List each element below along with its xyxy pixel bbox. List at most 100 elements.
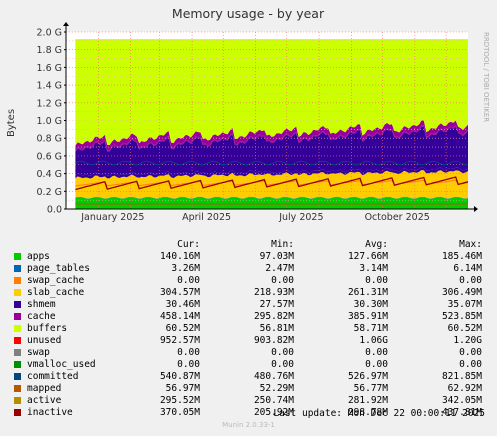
legend-label: page_tables bbox=[27, 263, 90, 274]
area-buffers bbox=[75, 120, 469, 151]
legend-min: 0.00 bbox=[271, 359, 294, 370]
legend-min: 2.47M bbox=[265, 263, 294, 274]
legend-label: vmalloc_used bbox=[27, 359, 96, 370]
legend-swatch bbox=[14, 253, 21, 260]
legend-label: cache bbox=[27, 311, 56, 322]
x-tick-label: October 2025 bbox=[365, 212, 430, 223]
legend-max: 35.07M bbox=[447, 299, 482, 310]
chart-title: Memory usage - by year bbox=[172, 6, 325, 21]
legend-label: committed bbox=[27, 371, 79, 382]
legend-row-buffers: buffers 60.52M 56.81M 58.71M 60.52M bbox=[14, 323, 494, 335]
legend-max: 306.49M bbox=[441, 287, 482, 298]
y-tick-label: 0.6 G bbox=[37, 151, 63, 162]
legend-row-apps: apps 140.16M 97.03M 127.66M 185.46M bbox=[14, 251, 494, 263]
legend-avg: 30.30M bbox=[353, 299, 388, 310]
legend-row-committed: committed 540.87M 480.76M 526.97M 821.85M bbox=[14, 371, 494, 383]
rrdtool-watermark: RRDTOOL / TOBI OETIKER bbox=[482, 32, 490, 122]
legend-cur: 952.57M bbox=[159, 335, 200, 346]
legend-swatch bbox=[14, 409, 21, 416]
legend-avg: 0.00 bbox=[365, 275, 388, 286]
x-tick-label: July 2025 bbox=[278, 212, 323, 223]
legend-avg: 526.97M bbox=[347, 371, 388, 382]
y-tick-label: 0.8 G bbox=[37, 134, 63, 145]
legend-label: unused bbox=[27, 335, 62, 346]
legend-row-page_tables: page_tables 3.26M 2.47M 3.14M 6.14M bbox=[14, 263, 494, 275]
legend-swatch bbox=[14, 265, 21, 272]
legend-swatch bbox=[14, 349, 21, 356]
x-tick-label: April 2025 bbox=[182, 212, 231, 223]
legend-min: 97.03M bbox=[259, 251, 294, 262]
legend-min: 0.00 bbox=[271, 347, 294, 358]
legend-cur: 0.00 bbox=[177, 275, 200, 286]
legend-cur: 295.52M bbox=[159, 395, 200, 406]
legend-swatch bbox=[14, 313, 21, 320]
memory-usage-chart: Memory usage - by year Bytes RRDTOOL / T… bbox=[6, 6, 490, 223]
legend-avg: 385.91M bbox=[347, 311, 388, 322]
legend-max: 0.00 bbox=[459, 275, 482, 286]
area-unused bbox=[75, 39, 469, 146]
legend-row-mapped: mapped 56.97M 52.29M 56.77M 62.92M bbox=[14, 383, 494, 395]
x-axis-arrow bbox=[474, 206, 478, 212]
legend-row-active: active 295.52M 250.74M 281.92M 342.05M bbox=[14, 395, 494, 407]
col-avg-header: Avg: bbox=[365, 239, 388, 250]
legend-cur: 0.00 bbox=[177, 347, 200, 358]
legend-cur: 30.46M bbox=[165, 299, 200, 310]
legend-row-slab_cache: slab_cache 304.57M 218.93M 261.31M 306.49M bbox=[14, 287, 494, 299]
legend-label: shmem bbox=[27, 299, 56, 310]
legend-min: 250.74M bbox=[253, 395, 294, 406]
legend-min: 0.00 bbox=[271, 275, 294, 286]
y-tick-label: 1.6 G bbox=[37, 63, 63, 74]
legend-swatch bbox=[14, 373, 21, 380]
legend-min: 27.57M bbox=[259, 299, 294, 310]
y-tick-label: 1.2 G bbox=[37, 98, 63, 109]
line-committed bbox=[75, 160, 469, 166]
line-inactive bbox=[75, 176, 469, 191]
legend-max: 523.85M bbox=[441, 311, 482, 322]
area-shmem bbox=[75, 167, 469, 179]
x-tick-label: January 2025 bbox=[80, 212, 144, 223]
y-tick-label: 1.8 G bbox=[37, 45, 63, 56]
legend-avg: 58.71M bbox=[353, 323, 388, 334]
legend-max: 821.85M bbox=[441, 371, 482, 382]
legend-row-inactive: inactive 370.05M 205.92M 298.78M 437.81M bbox=[14, 407, 494, 419]
legend-cur: 140.16M bbox=[159, 251, 200, 262]
y-tick-label: 0.4 G bbox=[37, 169, 63, 180]
legend-cur: 370.05M bbox=[159, 407, 200, 418]
legend-row-swap_cache: swap_cache 0.00 0.00 0.00 0.00 bbox=[14, 275, 494, 287]
area-apps bbox=[75, 197, 469, 209]
legend-cur: 458.14M bbox=[159, 311, 200, 322]
last-update: Last update: Mon Dec 22 00:00:11 2025 bbox=[273, 408, 485, 419]
legend-label: mapped bbox=[27, 383, 62, 394]
legend-label: inactive bbox=[27, 407, 73, 418]
legend-swatch bbox=[14, 325, 21, 332]
legend-swatch bbox=[14, 337, 21, 344]
legend-min: 295.82M bbox=[253, 311, 294, 322]
legend-label: swap_cache bbox=[27, 275, 85, 286]
legend-swatch bbox=[14, 301, 21, 308]
legend-max: 62.92M bbox=[447, 383, 482, 394]
legend-swatch bbox=[14, 385, 21, 392]
x-tick-labels: January 2025 April 2025 July 2025 October 2… bbox=[80, 212, 430, 223]
legend-row-unused: unused 952.57M 903.82M 1.06G 1.20G bbox=[14, 335, 494, 347]
legend-cur: 540.87M bbox=[159, 371, 200, 382]
y-tick-label: 0.2 G bbox=[37, 187, 63, 198]
legend-row-cache: cache 458.14M 295.82M 385.91M 523.85M bbox=[14, 311, 494, 323]
col-cur-header: Cur: bbox=[177, 239, 200, 250]
legend-max: 437.81M bbox=[441, 407, 482, 418]
legend-swatch bbox=[14, 397, 21, 404]
area-cache bbox=[75, 126, 469, 176]
legend-avg: 281.92M bbox=[347, 395, 388, 406]
y-axis-arrow bbox=[63, 22, 69, 26]
y-tick-label: 1.0 G bbox=[37, 116, 63, 127]
legend-label: active bbox=[27, 395, 62, 406]
legend-avg: 261.31M bbox=[347, 287, 388, 298]
legend-row-vmalloc_used: vmalloc_used 0.00 0.00 0.00 0.00 bbox=[14, 359, 494, 371]
legend-cur: 60.52M bbox=[165, 323, 200, 334]
y-tick-label: 1.4 G bbox=[37, 81, 63, 92]
legend-avg: 0.00 bbox=[365, 359, 388, 370]
legend-max: 185.46M bbox=[441, 251, 482, 262]
legend-avg: 298.78M bbox=[347, 407, 388, 418]
legend-cur: 3.26M bbox=[171, 263, 200, 274]
col-max-header: Max: bbox=[459, 239, 482, 250]
legend-cur: 0.00 bbox=[177, 359, 200, 370]
